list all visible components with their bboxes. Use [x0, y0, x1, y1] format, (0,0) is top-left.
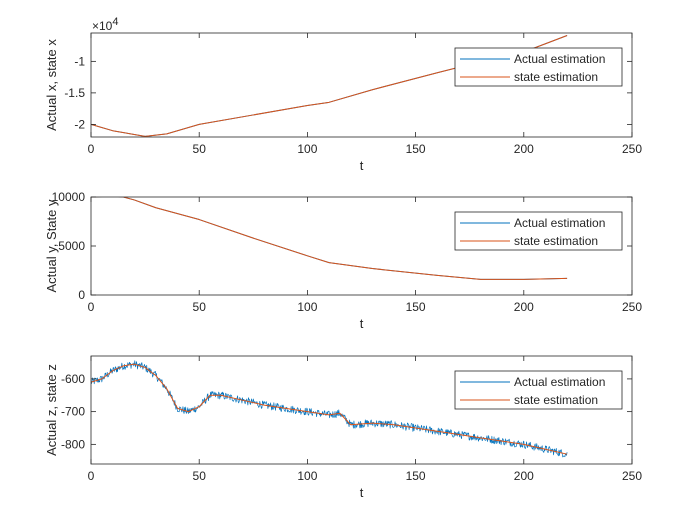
y-tick-label: -1.5 [64, 86, 85, 100]
x-tick-label: 50 [193, 142, 207, 156]
x-tick-label: 250 [622, 142, 642, 156]
y-tick-label: -600 [61, 372, 85, 386]
x-tick-label: 100 [297, 142, 317, 156]
x-tick-label: 200 [514, 300, 534, 314]
legend: Actual estimation state estimation [454, 370, 623, 410]
y-tick-label: 0 [78, 288, 85, 302]
x-axis-label: t [360, 158, 364, 173]
x-axis-label: t [360, 485, 364, 500]
x-tick-label: 100 [297, 469, 317, 483]
y-axis-label: Actual y, State y [44, 199, 59, 292]
x-tick-label: 200 [514, 142, 534, 156]
axes-frame [90, 355, 633, 465]
x-tick-label: 0 [88, 142, 95, 156]
subplot-1: 0 50 100 150 200 250 -2 -1.5 -1 ×104 t Actual x, st… [44, 16, 642, 173]
series-line-1 [91, 360, 568, 458]
legend-entry: Actual estimation [514, 375, 605, 389]
x-tick-label: 150 [406, 300, 426, 314]
legend: Actual estimation state estimation [454, 211, 623, 251]
axis-exponent: ×104 [92, 16, 118, 33]
x-tick-label: 250 [622, 300, 642, 314]
y-tick-label: -2 [74, 117, 85, 131]
x-axis-label: t [360, 316, 364, 331]
y-tick-label: -1 [74, 54, 85, 68]
legend-entry: state estimation [514, 234, 598, 248]
y-tick-label: -800 [61, 437, 85, 451]
legend: Actual estimation state estimation [454, 47, 623, 87]
x-tick-label: 0 [88, 469, 95, 483]
x-tick-label: 200 [514, 469, 534, 483]
x-tick-label: 150 [406, 469, 426, 483]
series-line-2 [91, 363, 568, 455]
y-axis-label: Actual x, state x [44, 39, 59, 131]
x-tick-label: 250 [622, 469, 642, 483]
legend-entry: state estimation [514, 393, 598, 407]
y-tick-label: 5000 [58, 239, 85, 253]
x-tick-label: 100 [297, 300, 317, 314]
legend-entry: Actual estimation [514, 52, 605, 66]
x-tick-label: 0 [88, 300, 95, 314]
y-axis-label: Actual z, state z [44, 364, 59, 456]
x-tick-label: 150 [406, 142, 426, 156]
subplot-2: 0 50 100 150 200 250 0 5000 10000 t Actual y, Stat… [44, 190, 642, 331]
y-tick-label: -700 [61, 405, 85, 419]
y-tick-label: 10000 [52, 190, 86, 204]
x-tick-label: 50 [193, 300, 207, 314]
legend-entry: Actual estimation [514, 216, 605, 230]
legend-entry: state estimation [514, 70, 598, 84]
subplot-3: 0 50 100 150 200 250 -800 -700 -600 t Actual z, st… [44, 355, 642, 500]
series-line-2 [91, 197, 568, 280]
x-tick-label: 50 [193, 469, 207, 483]
axes-frame [90, 32, 633, 138]
